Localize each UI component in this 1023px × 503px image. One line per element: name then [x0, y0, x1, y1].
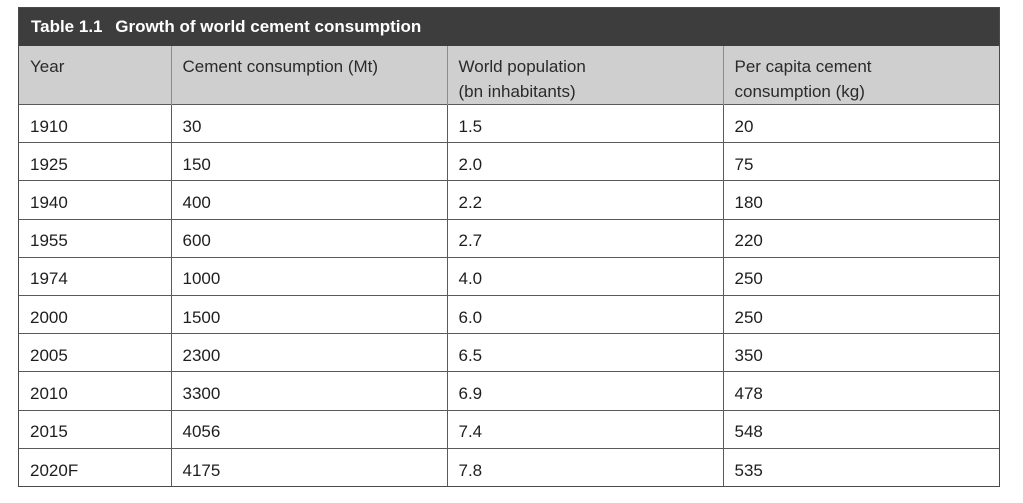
cell-year: 1955 — [19, 218, 171, 258]
cell-per-capita: 75 — [722, 142, 999, 181]
cell-cement-consumption: 1000 — [170, 256, 447, 296]
header-line: Cement consumption (Mt) — [182, 57, 379, 76]
cell-cement-consumption: 400 — [170, 180, 447, 220]
header-line: Year — [30, 57, 65, 76]
cell-per-capita: 20 — [722, 103, 999, 143]
cell-world-population: 7.8 — [446, 447, 723, 487]
cell-year: 2010 — [19, 371, 171, 410]
cell-per-capita: 250 — [722, 294, 999, 334]
cell-per-capita: 250 — [722, 256, 999, 296]
data-table: Year Cement consumption (Mt) World populat… — [19, 46, 999, 487]
cell-year: 2015 — [19, 409, 171, 449]
cell-cement-consumption: 4175 — [170, 447, 447, 487]
cell-per-capita: 180 — [722, 180, 999, 220]
header-line: consumption (kg) — [734, 82, 865, 101]
cell-world-population: 2.7 — [446, 218, 723, 258]
cell-cement-consumption: 2300 — [170, 333, 447, 372]
table-row: 2020F 4175 7.8 535 — [19, 447, 999, 487]
header-row: Year Cement consumption (Mt) World populat… — [19, 46, 999, 105]
cell-year: 1940 — [19, 180, 171, 220]
cell-per-capita: 535 — [722, 447, 999, 487]
header-line: World population — [458, 57, 586, 76]
header-cement-consumption: Cement consumption (Mt) — [170, 46, 447, 105]
cell-world-population: 2.2 — [446, 180, 723, 220]
cell-year: 1910 — [19, 103, 171, 143]
cement-consumption-table: Table 1.1 Growth of world cement consump… — [18, 7, 1000, 488]
table-row: 2015 4056 7.4 548 — [19, 409, 999, 449]
table-number: Table 1.1 — [31, 17, 103, 36]
header-line: (bn inhabitants) — [458, 82, 576, 101]
header-world-population: World population (bn inhabitants) — [446, 46, 723, 105]
cell-world-population: 2.0 — [446, 142, 723, 181]
cell-year: 2020F — [19, 447, 171, 487]
cell-year: 2005 — [19, 333, 171, 372]
cell-per-capita: 350 — [722, 333, 999, 372]
cell-world-population: 1.5 — [446, 103, 723, 143]
table-row: 1940 400 2.2 180 — [19, 180, 999, 220]
cell-world-population: 6.9 — [446, 371, 723, 410]
table-body: 1910 30 1.5 20 1925 150 2.0 75 1940 400 2.2 180 1955… — [19, 103, 999, 487]
cell-world-population: 6.0 — [446, 294, 723, 334]
table-row: 1925 150 2.0 75 — [19, 142, 999, 181]
table-row: 1974 1000 4.0 250 — [19, 256, 999, 296]
cell-world-population: 7.4 — [446, 409, 723, 449]
cell-cement-consumption: 150 — [170, 142, 447, 181]
header-year: Year — [19, 46, 171, 105]
table-title: Growth of world cement consumption — [115, 17, 422, 36]
table-row: 2005 2300 6.5 350 — [19, 333, 999, 372]
header-line: Per capita cement — [734, 57, 872, 76]
cell-cement-consumption: 4056 — [170, 409, 447, 449]
table-row: 1910 30 1.5 20 — [19, 103, 999, 143]
table-row: 2010 3300 6.9 478 — [19, 371, 999, 410]
header-per-capita: Per capita cement consumption (kg) — [722, 46, 999, 105]
table-row: 2000 1500 6.0 250 — [19, 294, 999, 334]
cell-per-capita: 478 — [722, 371, 999, 410]
cell-world-population: 4.0 — [446, 256, 723, 296]
cell-per-capita: 548 — [722, 409, 999, 449]
cell-per-capita: 220 — [722, 218, 999, 258]
cell-world-population: 6.5 — [446, 333, 723, 372]
cell-year: 1925 — [19, 142, 171, 181]
table-row: 1955 600 2.7 220 — [19, 218, 999, 258]
cell-cement-consumption: 1500 — [170, 294, 447, 334]
cell-year: 2000 — [19, 294, 171, 334]
table-caption: Table 1.1 Growth of world cement consump… — [19, 8, 999, 46]
cell-cement-consumption: 600 — [170, 218, 447, 258]
cell-cement-consumption: 3300 — [170, 371, 447, 410]
cell-year: 1974 — [19, 256, 171, 296]
cell-cement-consumption: 30 — [170, 103, 447, 143]
